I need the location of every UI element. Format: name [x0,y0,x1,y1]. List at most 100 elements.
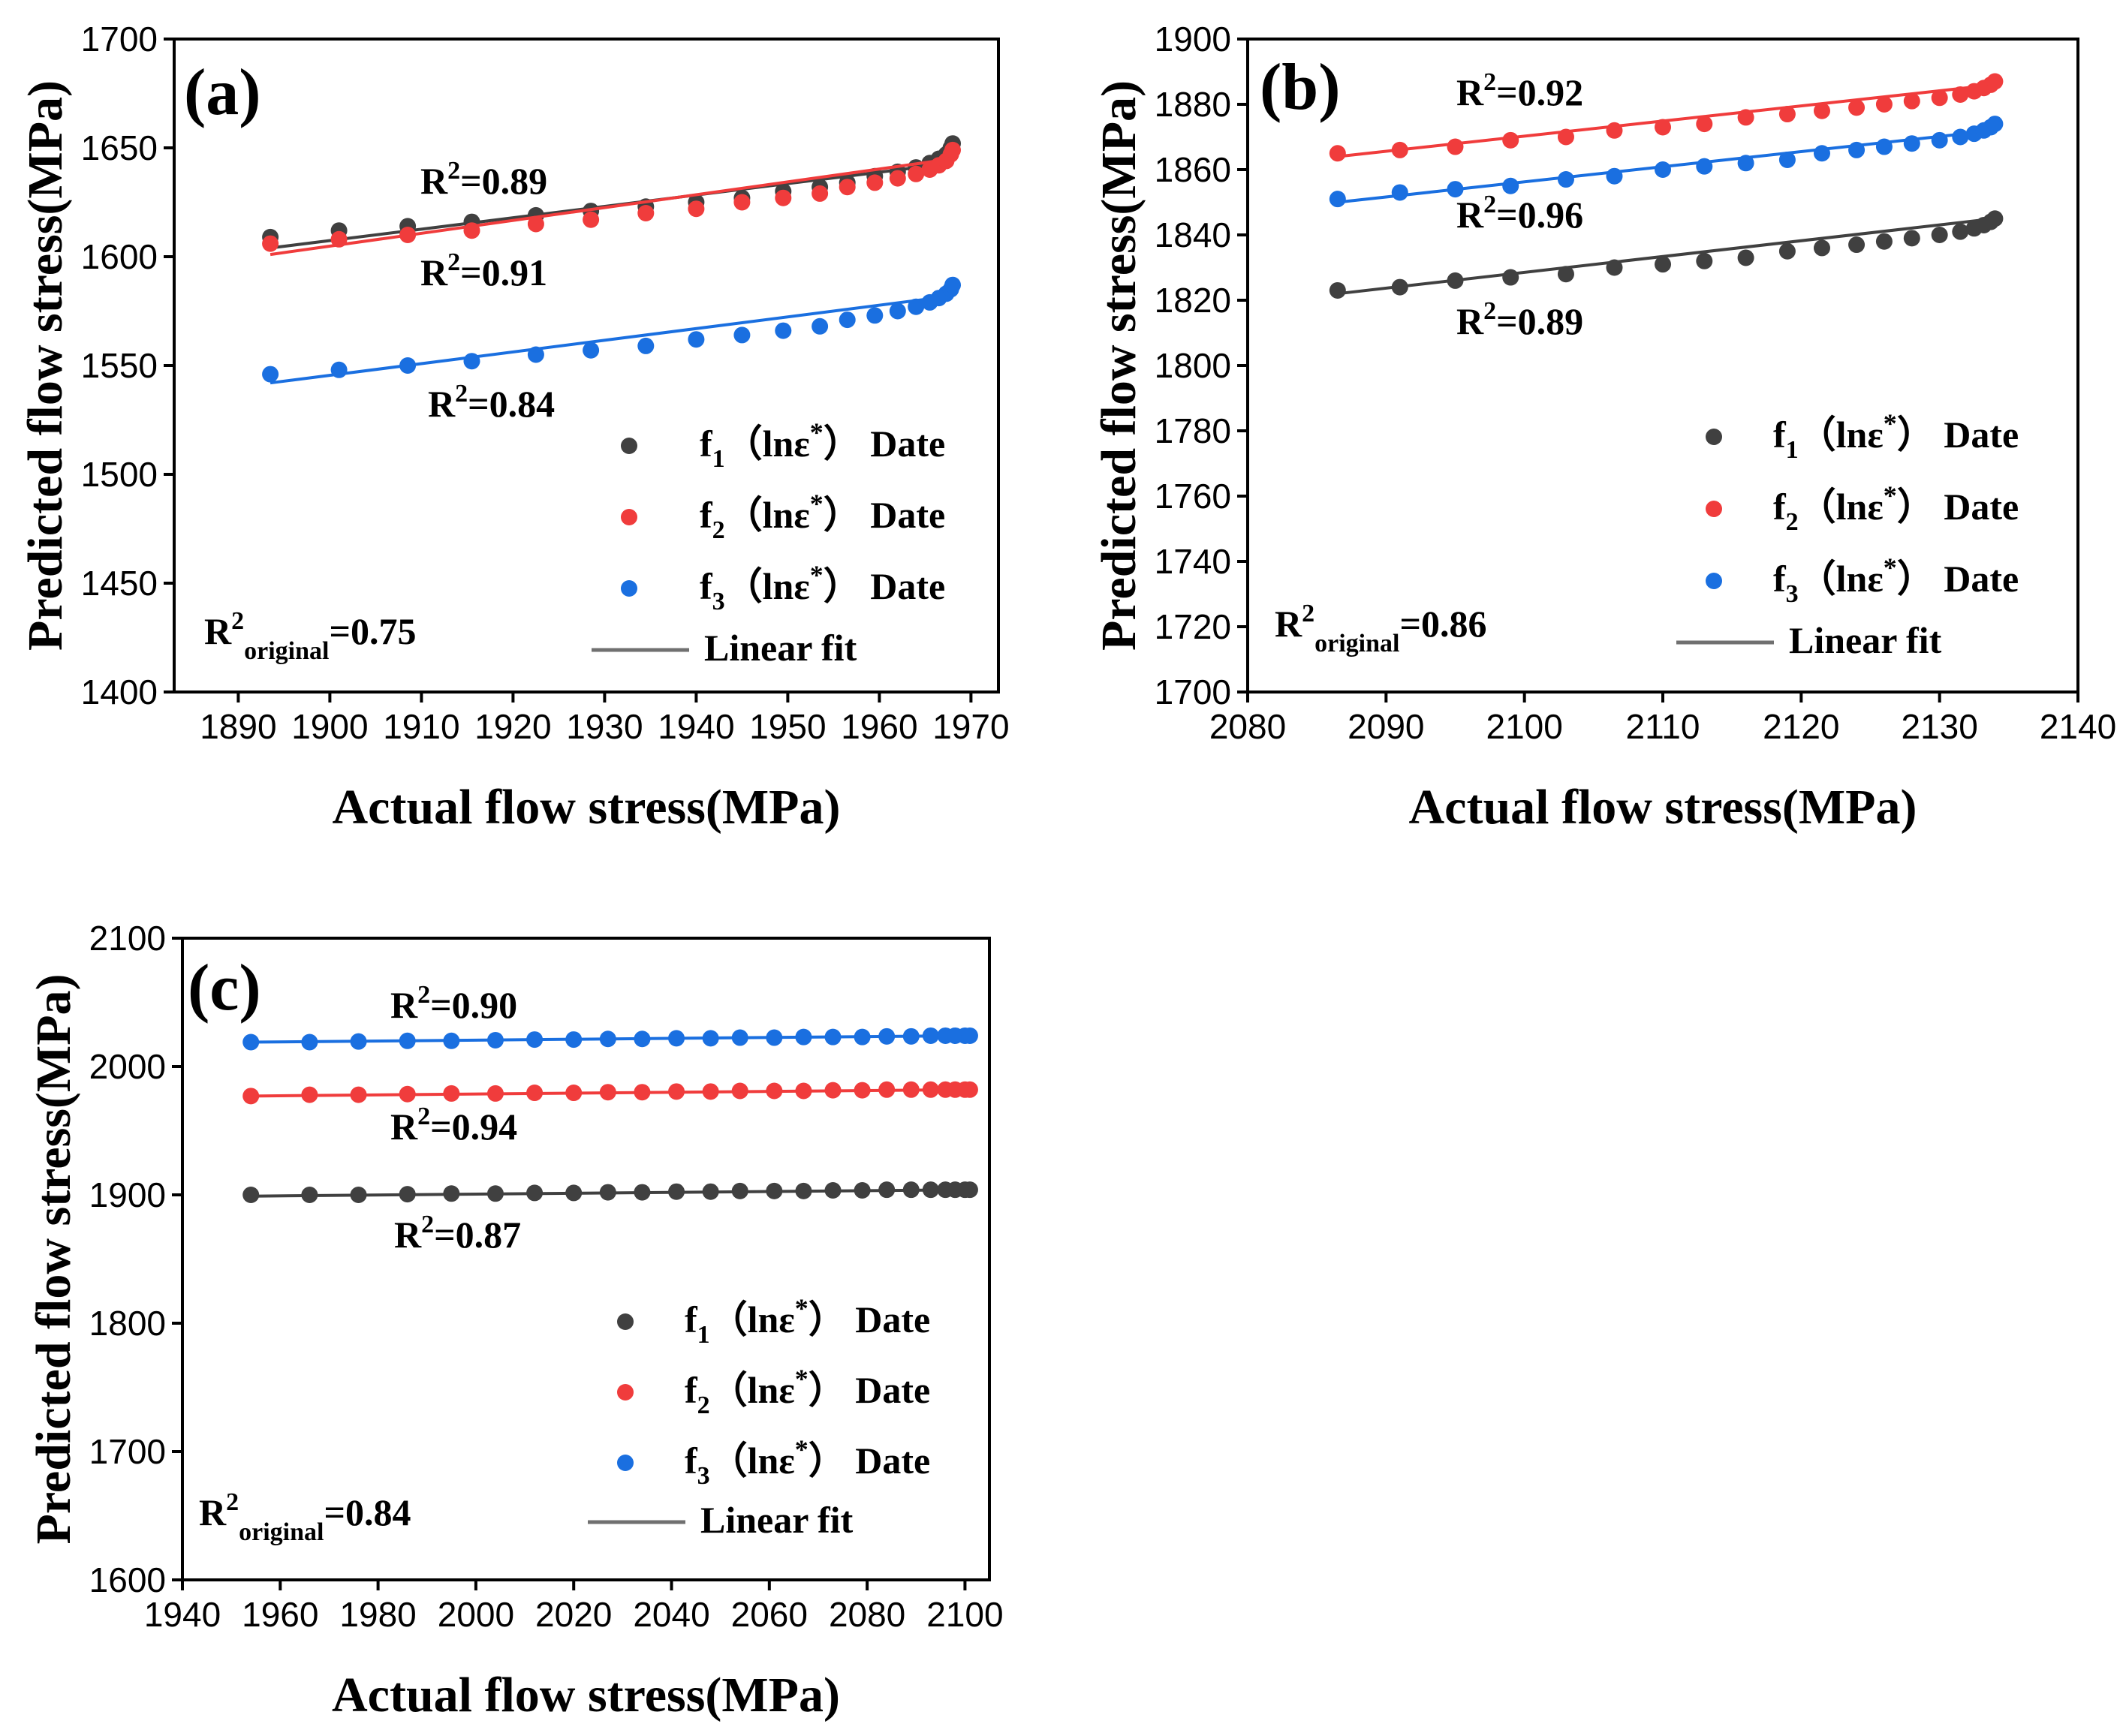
data-point [1952,223,1969,240]
data-point [1737,155,1754,172]
data-point [599,1184,616,1201]
data-point [1931,227,1948,243]
x-tick-label: 1890 [200,707,276,746]
fit-line-f3 [270,294,953,385]
data-point [731,1082,748,1100]
data-point [350,1187,367,1203]
data-point [922,1027,939,1044]
y-tick-label: 1650 [81,128,158,167]
data-point [702,1083,719,1100]
legend-label-f2: f2（lnε*） Date [685,1364,930,1419]
legend-label-f3: f3（lnε*） Date [700,560,945,615]
data-point [824,1082,842,1099]
x-tick-label: 2090 [1348,707,1424,746]
data-point [463,353,480,370]
y-tick-label: 1700 [1155,672,1231,712]
series-f3 [242,1027,978,1051]
data-point [486,1031,504,1049]
data-point [854,1028,871,1046]
y-tick-label: 1840 [1155,215,1231,254]
data-point [824,1028,842,1046]
data-point [889,302,906,320]
r2-annotation-f3: R2=0.96 [1456,191,1583,236]
r2-original-annotation: R2original=0.86 [1275,600,1486,657]
y-tick-label: 1450 [81,564,158,603]
data-point [301,1086,318,1103]
legend: f1（lnε*） Date f2（lnε*） Date f3（lnε*） Date L… [592,417,945,669]
data-point [878,1081,896,1098]
data-point [637,205,655,221]
data-point [527,346,544,363]
data-point [330,230,348,248]
legend-label-f2: f2（lnε*） Date [700,489,945,544]
data-point [902,1181,920,1199]
y-tick-label: 1740 [1155,542,1231,581]
y-tick-label: 1900 [1155,20,1231,59]
data-point [1696,252,1713,269]
data-point [1606,259,1623,276]
data-point [908,298,925,315]
data-point [1606,167,1623,185]
data-point [766,1029,783,1046]
data-point [1502,177,1519,194]
data-point [1737,249,1754,266]
legend-label-f3: f3（lnε*） Date [1773,552,2019,608]
data-point [795,1028,812,1046]
r2-annotation-f2: R2=0.92 [1456,68,1583,113]
y-tick-label: 1700 [81,20,158,59]
data-point [961,1027,978,1044]
series-f1 [242,1181,978,1203]
data-point [812,317,829,335]
x-tick-label: 2120 [1763,707,1839,746]
x-tick-label: 1920 [474,707,551,746]
data-point [1329,191,1346,208]
data-point [866,174,884,191]
data-point [1329,281,1346,299]
legend-label-f2: f2（lnε*） Date [1773,480,2019,536]
legend: f1（lnε*） Date f2（lnε*） Date f3（lnε*） Date L… [1676,408,2019,661]
data-point [1557,128,1574,146]
series-f1 [262,135,961,250]
data-point [1813,239,1830,257]
y-tick-label: 1860 [1155,150,1231,189]
legend-marker-f2 [1706,501,1722,517]
legend: f1（lnε*） Date f2（lnε*） Date f3（lnε*） Date L… [588,1293,930,1541]
data-point [1329,145,1346,162]
data-point [795,1082,812,1100]
data-point [1875,96,1893,113]
legend-marker-f1 [621,438,637,454]
data-point [634,1084,651,1101]
legend-marker-f3 [617,1455,634,1471]
x-tick-label: 2060 [731,1595,808,1634]
panel-label: (b) [1260,51,1341,124]
data-point [1931,131,1948,149]
data-point [922,1181,939,1199]
data-point [733,326,751,344]
data-point [812,185,829,202]
x-tick-label: 1980 [339,1595,416,1634]
r2-annotation-f2: R2=0.94 [390,1103,517,1148]
fit-line-f1 [1337,217,1995,296]
data-point [854,1182,871,1199]
data-point [1986,73,2004,90]
data-point [688,200,705,218]
data-point [565,1184,583,1202]
data-point [668,1083,685,1100]
y-tick-label: 1400 [81,672,158,712]
y-tick-label: 1550 [81,346,158,385]
data-point [668,1183,685,1200]
chart-panel-c: 1940 1960 1980 2000 2020 2040 2060 2080 2100 1600… [26,919,1004,1722]
data-point [1952,86,1969,103]
data-point [637,337,655,354]
data-point [944,141,961,158]
legend-marker-f2 [621,509,637,525]
x-tick-label: 1970 [932,707,1009,746]
data-point [1737,109,1754,126]
data-point [330,361,348,378]
data-point [878,1181,896,1199]
y-tick-label: 2000 [89,1047,166,1086]
legend-marker-f2 [617,1384,634,1401]
series-f2 [1329,73,2004,162]
data-point [1778,242,1796,260]
